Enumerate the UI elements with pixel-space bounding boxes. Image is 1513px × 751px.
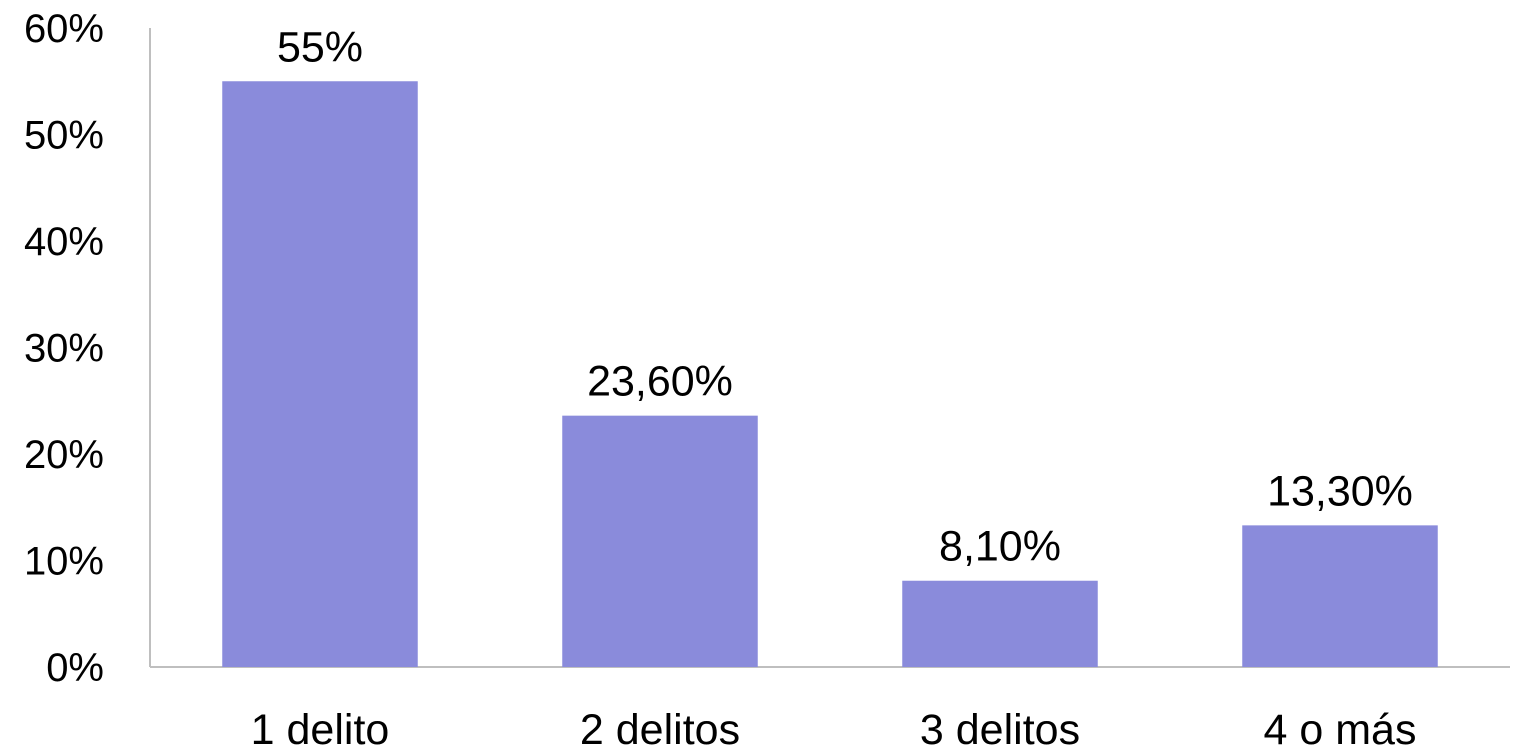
data-labels: 55% 23,60% 8,10% 13,30% bbox=[277, 23, 1413, 570]
data-label: 8,10% bbox=[939, 523, 1061, 571]
y-tick-label: 30% bbox=[24, 327, 104, 371]
x-tick-label: 2 delitos bbox=[580, 706, 740, 751]
data-label: 23,60% bbox=[587, 358, 733, 406]
y-tick-label: 10% bbox=[24, 540, 104, 584]
y-axis-ticks: 0% 10% 20% 30% 40% 50% 60% bbox=[24, 7, 104, 690]
x-tick-label: 3 delitos bbox=[920, 706, 1080, 751]
bar bbox=[1242, 525, 1438, 667]
x-tick-label: 1 delito bbox=[251, 706, 390, 751]
bar bbox=[562, 415, 758, 667]
data-label: 13,30% bbox=[1267, 467, 1413, 515]
y-tick-label: 60% bbox=[24, 7, 104, 51]
y-tick-label: 40% bbox=[24, 220, 104, 264]
category-labels: 1 delito 2 delitos 3 delitos 4 o más bbox=[251, 706, 1417, 751]
bar bbox=[902, 580, 1098, 667]
y-tick-label: 0% bbox=[46, 646, 104, 690]
y-tick-label: 20% bbox=[24, 433, 104, 477]
data-label: 55% bbox=[277, 23, 363, 71]
bars bbox=[222, 81, 1438, 667]
y-tick-label: 50% bbox=[24, 114, 104, 158]
x-tick-label: 4 o más bbox=[1264, 706, 1417, 751]
bar bbox=[222, 81, 418, 667]
